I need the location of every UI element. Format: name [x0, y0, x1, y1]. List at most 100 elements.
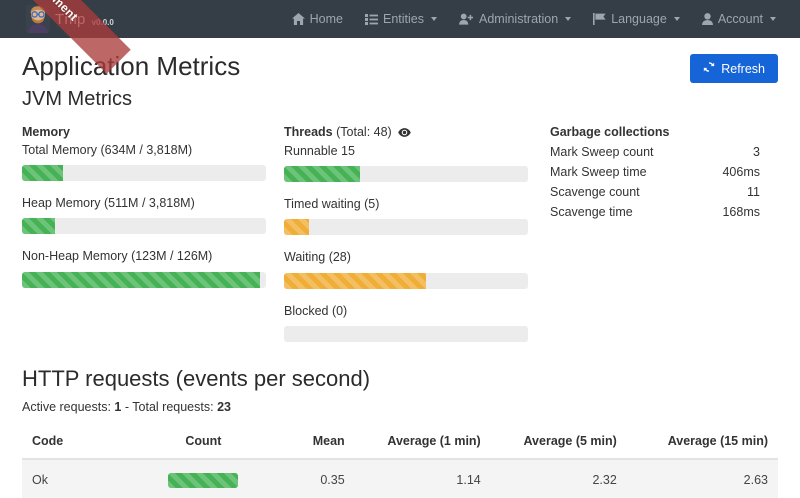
memory-heap-progress	[22, 218, 266, 235]
memory-heap-label: Heap Memory (511M / 3,818M)	[22, 196, 195, 211]
threads-heading-prefix: Threads	[284, 124, 333, 139]
http-requests-table: Code Count Mean Average (1 min) Average …	[22, 427, 778, 498]
cell-code: Ok	[22, 458, 151, 498]
gc-label: Mark Sweep time	[550, 165, 647, 180]
progress-fill	[284, 219, 310, 236]
memory-nonheap-block: Non-Heap Memory (123M / 126M)	[22, 248, 266, 288]
nav-item-label: Entities	[383, 12, 424, 26]
progress-fill	[168, 473, 239, 489]
column-header-avg-15min[interactable]: Average (15 min)	[626, 427, 778, 460]
table-header-row: Code Count Mean Average (1 min) Average …	[22, 427, 778, 460]
memory-total-progress	[22, 165, 266, 182]
cell-avg-5min: 2.32	[490, 458, 627, 498]
title-row: Application Metrics JVM Metrics Refresh	[22, 38, 778, 111]
nav-item-home[interactable]: Home	[291, 12, 343, 26]
jvm-metrics-heading: JVM Metrics	[22, 87, 132, 110]
page-title: Application Metrics	[22, 51, 241, 81]
list-icon	[365, 13, 378, 25]
gc-heading: Garbage collections	[550, 124, 670, 139]
http-requests-summary: Active requests: 1 - Total requests: 23	[22, 400, 778, 414]
memory-column: Memory Total Memory (634M / 3,818M) Heap…	[22, 125, 284, 356]
nav-item-label: Language	[611, 12, 667, 26]
column-header-count[interactable]: Count	[150, 427, 257, 460]
chevron-down-icon	[673, 17, 680, 21]
threads-column: Threads (Total: 48) Runnable 15	[284, 125, 546, 356]
progress-fill	[284, 272, 427, 289]
threads-timed-waiting-block: Timed waiting (5)	[284, 196, 528, 236]
threads-timed-waiting-label: Timed waiting (5)	[284, 197, 380, 212]
navbar: Tmp v0.0.0 Home	[0, 0, 800, 38]
column-header-mean[interactable]: Mean	[256, 427, 355, 460]
chevron-down-icon	[565, 17, 572, 21]
column-header-avg-1min[interactable]: Average (1 min)	[354, 427, 491, 460]
memory-total-label: Total Memory (634M / 3,818M)	[22, 142, 193, 157]
gc-row: Scavenge count 11	[550, 182, 760, 202]
threads-heading-total: (Total: 48)	[336, 124, 392, 139]
table-row: Ok 0.35 1.14 2.32 2.63	[22, 458, 778, 498]
http-requests-title: HTTP requests (events per second)	[22, 365, 371, 391]
gc-value: 168ms	[722, 205, 760, 220]
threads-runnable-block: Runnable 15	[284, 143, 528, 183]
threads-blocked-progress	[284, 325, 528, 342]
http-requests-section: HTTP requests (events per second) Active…	[22, 366, 778, 498]
brand-version: v0.0.0	[91, 17, 114, 27]
nav-item-account[interactable]: Account	[701, 12, 776, 26]
refresh-button[interactable]: Refresh	[690, 54, 778, 83]
progress-fill	[22, 218, 55, 235]
threads-waiting-progress	[284, 272, 528, 289]
active-requests-label: Active requests:	[22, 399, 111, 414]
threads-waiting-block: Waiting (28)	[284, 249, 528, 289]
column-header-code[interactable]: Code	[22, 427, 151, 460]
memory-heap-block: Heap Memory (511M / 3,818M)	[22, 195, 266, 235]
total-requests-label: Total requests:	[132, 399, 214, 414]
progress-fill	[284, 166, 361, 183]
memory-nonheap-progress	[22, 271, 266, 288]
page-content: Application Metrics JVM Metrics Refresh	[0, 38, 800, 498]
column-header-avg-5min[interactable]: Average (5 min)	[490, 427, 627, 460]
brand[interactable]: Tmp v0.0.0	[26, 5, 114, 33]
threads-blocked-label: Blocked (0)	[284, 303, 348, 318]
nav-item-label: Account	[717, 12, 763, 26]
summary-separator: -	[124, 399, 130, 414]
eye-icon[interactable]	[398, 126, 411, 140]
memory-heading: Memory	[22, 124, 70, 139]
garbage-collections-column: Garbage collections Mark Sweep count 3 M…	[546, 125, 778, 356]
nav-item-language[interactable]: Language	[593, 12, 680, 26]
user-plus-icon	[459, 13, 474, 25]
nav-item-label: Home	[309, 12, 343, 26]
gc-value: 406ms	[722, 165, 760, 180]
chevron-down-icon	[431, 17, 437, 21]
gc-row: Mark Sweep time 406ms	[550, 162, 760, 182]
nav-menu: Home Entities	[291, 12, 786, 26]
refresh-icon	[703, 61, 715, 76]
metrics-columns: Memory Total Memory (634M / 3,818M) Heap…	[22, 125, 778, 356]
nav-item-administration[interactable]: Administration	[459, 12, 572, 26]
refresh-label: Refresh	[721, 61, 765, 76]
threads-runnable-progress	[284, 166, 528, 183]
chevron-down-icon	[770, 17, 776, 21]
flag-icon	[593, 13, 606, 25]
threads-waiting-label: Waiting (28)	[284, 250, 351, 265]
cell-avg-15min: 2.63	[626, 458, 778, 498]
threads-heading: Threads (Total: 48)	[284, 125, 528, 140]
total-requests-value: 23	[217, 399, 231, 414]
cell-count	[150, 458, 257, 498]
progress-fill	[22, 271, 261, 288]
home-icon	[291, 13, 305, 25]
gc-label: Scavenge count	[550, 185, 640, 200]
gc-value: 3	[753, 144, 760, 159]
user-icon	[701, 13, 713, 25]
threads-timed-waiting-progress	[284, 219, 528, 236]
threads-runnable-label: Runnable 15	[284, 143, 355, 158]
brand-name: Tmp	[55, 10, 86, 28]
gc-row: Mark Sweep count 3	[550, 142, 760, 162]
cell-mean: 0.35	[256, 458, 355, 498]
gc-label: Mark Sweep count	[550, 144, 654, 159]
count-progress	[168, 473, 239, 489]
active-requests-value: 1	[114, 399, 122, 414]
memory-total-block: Total Memory (634M / 3,818M)	[22, 142, 266, 182]
nav-item-entities[interactable]: Entities	[365, 12, 437, 26]
progress-fill	[22, 165, 63, 182]
avatar-logo-icon	[26, 5, 50, 33]
gc-value: 11	[747, 185, 760, 200]
